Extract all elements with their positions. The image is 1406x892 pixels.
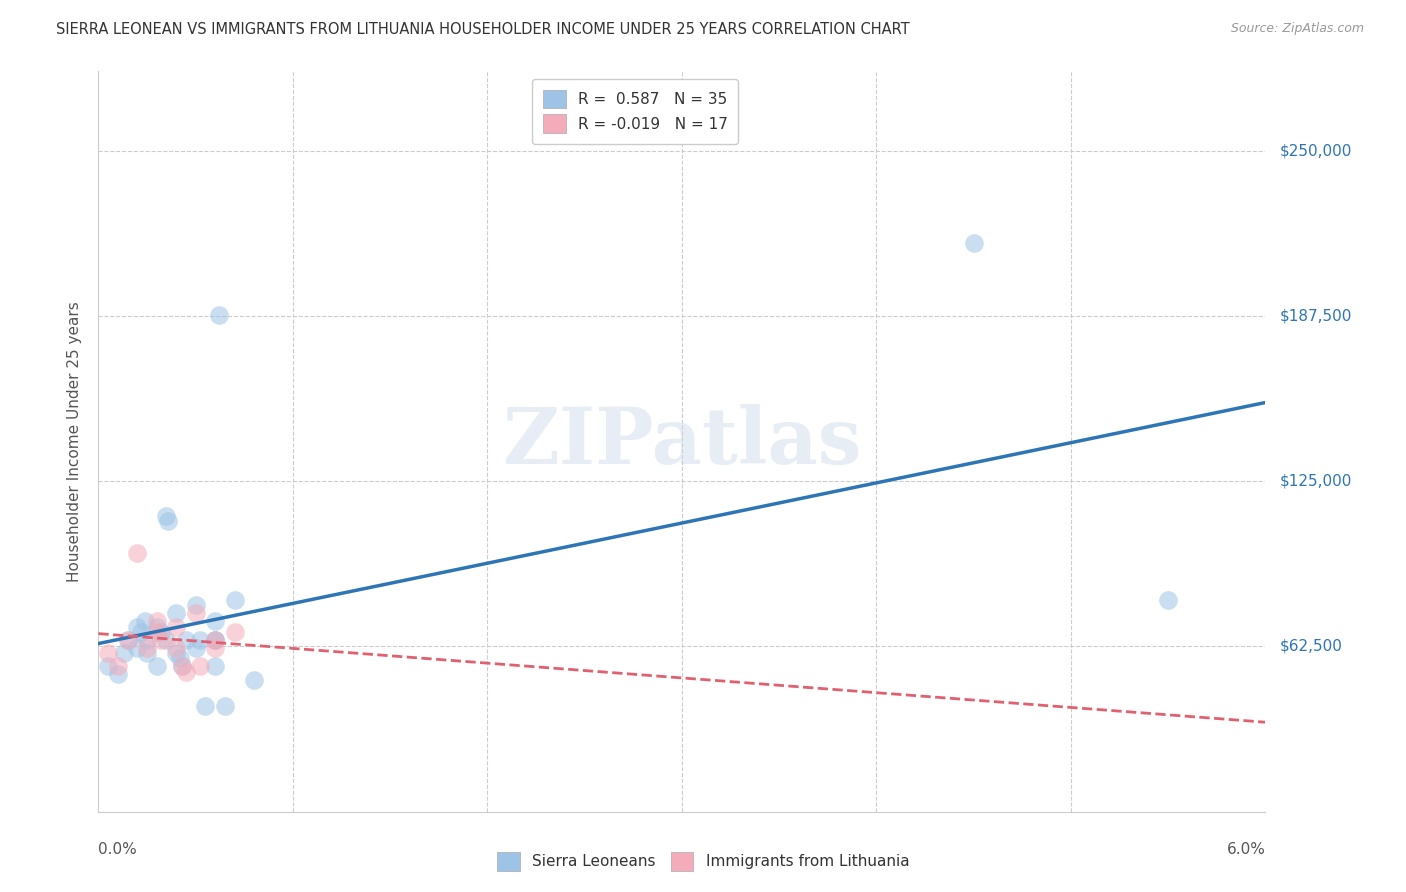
Point xyxy=(97,646,120,660)
Point xyxy=(1157,593,1180,607)
Legend: R =  0.587   N = 35, R = -0.019   N = 17: R = 0.587 N = 35, R = -0.019 N = 17 xyxy=(531,79,738,144)
Point xyxy=(204,632,226,647)
Point xyxy=(155,508,177,523)
Point xyxy=(224,593,246,607)
Point xyxy=(188,659,211,673)
Point xyxy=(204,632,226,647)
Text: $62,500: $62,500 xyxy=(1279,639,1343,654)
Text: Source: ZipAtlas.com: Source: ZipAtlas.com xyxy=(1230,22,1364,36)
Point xyxy=(129,624,152,639)
Point xyxy=(204,632,226,647)
Point xyxy=(117,632,139,647)
Point xyxy=(136,640,159,655)
Point xyxy=(194,698,217,713)
Point xyxy=(214,698,236,713)
Point xyxy=(165,640,187,655)
Point xyxy=(127,619,149,633)
Point xyxy=(170,659,193,673)
Point xyxy=(204,640,226,655)
Point xyxy=(224,624,246,639)
Y-axis label: Householder Income Under 25 years: Householder Income Under 25 years xyxy=(67,301,83,582)
Point xyxy=(97,659,120,673)
Point xyxy=(170,659,193,673)
Point xyxy=(146,659,169,673)
Point xyxy=(157,514,180,528)
Point xyxy=(155,632,177,647)
Text: 6.0%: 6.0% xyxy=(1226,842,1265,857)
Point xyxy=(165,646,187,660)
Point xyxy=(146,615,169,629)
Text: $187,500: $187,500 xyxy=(1279,309,1351,324)
Text: $125,000: $125,000 xyxy=(1279,474,1351,489)
Point xyxy=(107,667,129,681)
Point xyxy=(184,607,207,621)
Point xyxy=(174,632,197,647)
Point xyxy=(134,615,156,629)
Point xyxy=(136,632,159,647)
Point xyxy=(149,624,172,639)
Point xyxy=(107,659,129,673)
Point xyxy=(184,640,207,655)
Point xyxy=(169,651,191,665)
Text: $250,000: $250,000 xyxy=(1279,144,1351,158)
Point xyxy=(146,624,169,639)
Point xyxy=(127,546,149,560)
Point xyxy=(174,665,197,679)
Point xyxy=(146,619,169,633)
Point xyxy=(962,236,984,251)
Point xyxy=(117,632,139,647)
Point xyxy=(204,615,226,629)
Point xyxy=(136,646,159,660)
Point xyxy=(184,599,207,613)
Legend: Sierra Leoneans, Immigrants from Lithuania: Sierra Leoneans, Immigrants from Lithuan… xyxy=(488,843,918,880)
Point xyxy=(127,640,149,655)
Point xyxy=(188,632,211,647)
Text: 0.0%: 0.0% xyxy=(98,842,138,857)
Point xyxy=(165,619,187,633)
Point xyxy=(112,646,135,660)
Point xyxy=(204,659,226,673)
Point xyxy=(208,308,231,322)
Point xyxy=(165,607,187,621)
Text: SIERRA LEONEAN VS IMMIGRANTS FROM LITHUANIA HOUSEHOLDER INCOME UNDER 25 YEARS CO: SIERRA LEONEAN VS IMMIGRANTS FROM LITHUA… xyxy=(56,22,910,37)
Point xyxy=(149,632,172,647)
Text: ZIPatlas: ZIPatlas xyxy=(502,403,862,480)
Point xyxy=(243,673,266,687)
